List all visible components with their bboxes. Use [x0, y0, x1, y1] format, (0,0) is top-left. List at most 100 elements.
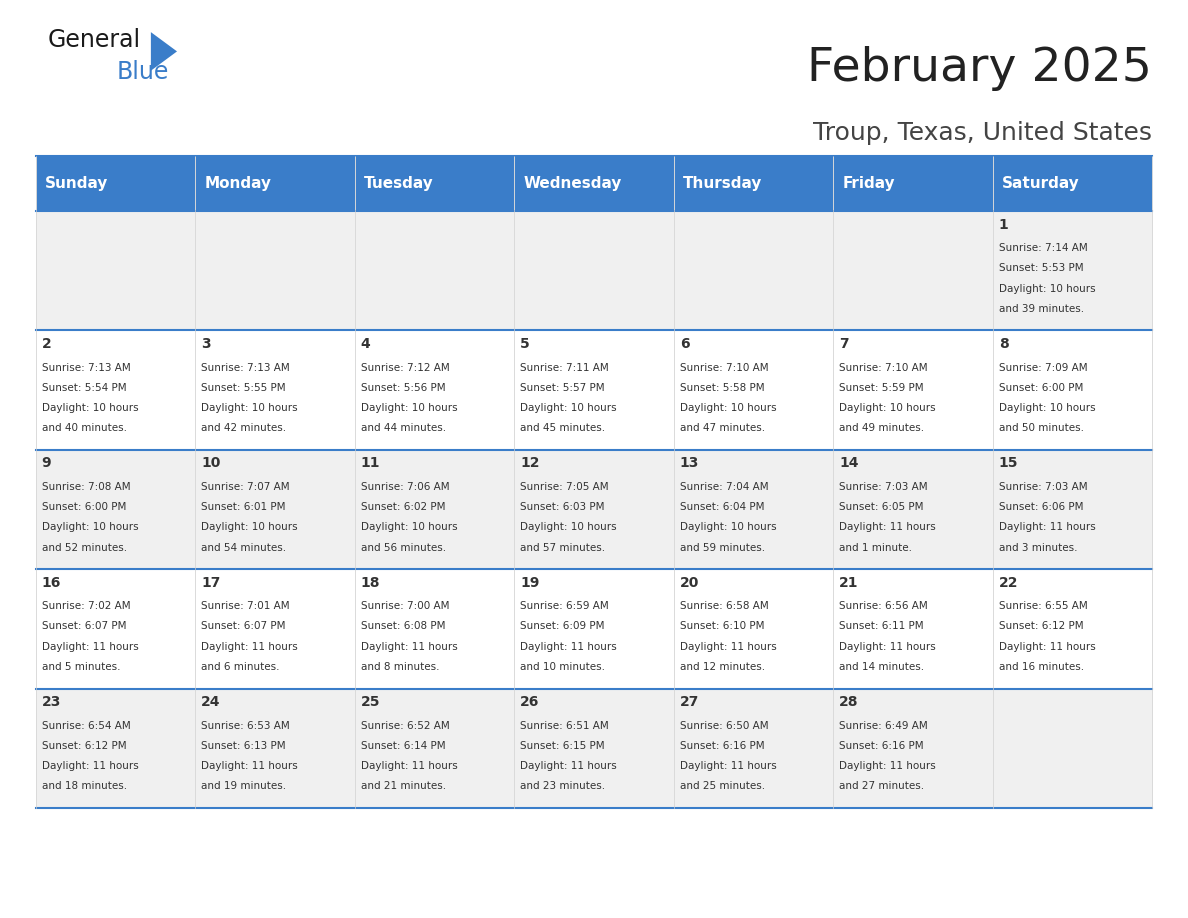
Text: Daylight: 11 hours: Daylight: 11 hours: [680, 642, 777, 652]
Text: Daylight: 10 hours: Daylight: 10 hours: [999, 284, 1095, 294]
Text: and 57 minutes.: and 57 minutes.: [520, 543, 606, 553]
Text: Sunrise: 7:03 AM: Sunrise: 7:03 AM: [839, 482, 928, 492]
Polygon shape: [151, 32, 177, 71]
Text: Sunset: 6:16 PM: Sunset: 6:16 PM: [839, 741, 924, 751]
Text: Daylight: 10 hours: Daylight: 10 hours: [520, 522, 617, 532]
Text: Sunset: 5:59 PM: Sunset: 5:59 PM: [839, 383, 924, 393]
FancyBboxPatch shape: [355, 211, 514, 330]
Text: 11: 11: [361, 456, 380, 470]
Text: Daylight: 10 hours: Daylight: 10 hours: [361, 403, 457, 413]
Text: Daylight: 11 hours: Daylight: 11 hours: [361, 642, 457, 652]
FancyBboxPatch shape: [195, 688, 355, 808]
Text: Sunset: 6:05 PM: Sunset: 6:05 PM: [839, 502, 924, 512]
FancyBboxPatch shape: [36, 330, 195, 450]
Text: Wednesday: Wednesday: [524, 176, 623, 191]
Text: and 18 minutes.: and 18 minutes.: [42, 781, 127, 791]
Text: Sunset: 6:02 PM: Sunset: 6:02 PM: [361, 502, 446, 512]
Text: 18: 18: [361, 576, 380, 589]
Text: 9: 9: [42, 456, 51, 470]
Text: Sunset: 6:06 PM: Sunset: 6:06 PM: [999, 502, 1083, 512]
FancyBboxPatch shape: [993, 156, 1152, 211]
Text: Daylight: 11 hours: Daylight: 11 hours: [520, 761, 617, 771]
Text: 21: 21: [839, 576, 859, 589]
Text: Daylight: 11 hours: Daylight: 11 hours: [361, 761, 457, 771]
FancyBboxPatch shape: [833, 156, 993, 211]
FancyBboxPatch shape: [514, 450, 674, 569]
Text: Sunday: Sunday: [45, 176, 108, 191]
Text: Sunset: 5:55 PM: Sunset: 5:55 PM: [201, 383, 286, 393]
FancyBboxPatch shape: [833, 688, 993, 808]
Text: Sunrise: 7:07 AM: Sunrise: 7:07 AM: [201, 482, 290, 492]
Text: Sunset: 6:13 PM: Sunset: 6:13 PM: [201, 741, 286, 751]
Text: 6: 6: [680, 337, 689, 351]
Text: and 45 minutes.: and 45 minutes.: [520, 423, 606, 433]
Text: 3: 3: [201, 337, 210, 351]
Text: and 47 minutes.: and 47 minutes.: [680, 423, 765, 433]
Text: Sunrise: 7:08 AM: Sunrise: 7:08 AM: [42, 482, 131, 492]
Text: 1: 1: [999, 218, 1009, 231]
Text: 25: 25: [361, 695, 380, 709]
Text: 5: 5: [520, 337, 530, 351]
FancyBboxPatch shape: [36, 569, 195, 688]
Text: Sunset: 6:04 PM: Sunset: 6:04 PM: [680, 502, 764, 512]
Text: Sunrise: 7:05 AM: Sunrise: 7:05 AM: [520, 482, 608, 492]
Text: Sunrise: 6:54 AM: Sunrise: 6:54 AM: [42, 721, 131, 731]
Text: Daylight: 10 hours: Daylight: 10 hours: [201, 403, 298, 413]
FancyBboxPatch shape: [993, 569, 1152, 688]
Text: Sunset: 6:08 PM: Sunset: 6:08 PM: [361, 621, 446, 632]
Text: and 39 minutes.: and 39 minutes.: [999, 304, 1083, 314]
Text: Sunrise: 6:49 AM: Sunrise: 6:49 AM: [839, 721, 928, 731]
Text: Monday: Monday: [204, 176, 272, 191]
FancyBboxPatch shape: [674, 211, 833, 330]
Text: and 59 minutes.: and 59 minutes.: [680, 543, 765, 553]
Text: Sunrise: 7:12 AM: Sunrise: 7:12 AM: [361, 363, 449, 373]
Text: Sunrise: 7:01 AM: Sunrise: 7:01 AM: [201, 601, 290, 611]
Text: and 50 minutes.: and 50 minutes.: [999, 423, 1083, 433]
FancyBboxPatch shape: [36, 450, 195, 569]
Text: Sunrise: 7:02 AM: Sunrise: 7:02 AM: [42, 601, 131, 611]
Text: Sunset: 5:53 PM: Sunset: 5:53 PM: [999, 263, 1083, 274]
Text: 19: 19: [520, 576, 539, 589]
Text: Sunset: 6:00 PM: Sunset: 6:00 PM: [999, 383, 1083, 393]
Text: Sunrise: 6:56 AM: Sunrise: 6:56 AM: [839, 601, 928, 611]
Text: Sunrise: 6:50 AM: Sunrise: 6:50 AM: [680, 721, 769, 731]
FancyBboxPatch shape: [195, 330, 355, 450]
Text: Daylight: 11 hours: Daylight: 11 hours: [999, 522, 1095, 532]
Text: Sunset: 5:57 PM: Sunset: 5:57 PM: [520, 383, 605, 393]
Text: Sunrise: 6:52 AM: Sunrise: 6:52 AM: [361, 721, 449, 731]
Text: Sunrise: 7:13 AM: Sunrise: 7:13 AM: [201, 363, 290, 373]
FancyBboxPatch shape: [833, 330, 993, 450]
FancyBboxPatch shape: [674, 156, 833, 211]
FancyBboxPatch shape: [195, 569, 355, 688]
Text: Daylight: 11 hours: Daylight: 11 hours: [42, 761, 138, 771]
Text: Sunset: 6:00 PM: Sunset: 6:00 PM: [42, 502, 126, 512]
FancyBboxPatch shape: [993, 330, 1152, 450]
Text: 15: 15: [999, 456, 1018, 470]
FancyBboxPatch shape: [195, 450, 355, 569]
Text: Sunset: 6:11 PM: Sunset: 6:11 PM: [839, 621, 924, 632]
Text: 12: 12: [520, 456, 539, 470]
Text: Sunset: 6:12 PM: Sunset: 6:12 PM: [42, 741, 126, 751]
Text: Sunset: 6:15 PM: Sunset: 6:15 PM: [520, 741, 605, 751]
FancyBboxPatch shape: [514, 330, 674, 450]
Text: Sunrise: 7:06 AM: Sunrise: 7:06 AM: [361, 482, 449, 492]
Text: Sunset: 6:14 PM: Sunset: 6:14 PM: [361, 741, 446, 751]
Text: Sunrise: 6:59 AM: Sunrise: 6:59 AM: [520, 601, 609, 611]
Text: Tuesday: Tuesday: [365, 176, 434, 191]
Text: Sunrise: 6:53 AM: Sunrise: 6:53 AM: [201, 721, 290, 731]
Text: and 52 minutes.: and 52 minutes.: [42, 543, 127, 553]
Text: Daylight: 10 hours: Daylight: 10 hours: [520, 403, 617, 413]
Text: Daylight: 11 hours: Daylight: 11 hours: [520, 642, 617, 652]
Text: Daylight: 11 hours: Daylight: 11 hours: [839, 642, 936, 652]
Text: and 21 minutes.: and 21 minutes.: [361, 781, 446, 791]
Text: and 54 minutes.: and 54 minutes.: [201, 543, 286, 553]
Text: Sunset: 6:07 PM: Sunset: 6:07 PM: [42, 621, 126, 632]
Text: 10: 10: [201, 456, 221, 470]
Text: 13: 13: [680, 456, 699, 470]
Text: Daylight: 10 hours: Daylight: 10 hours: [680, 403, 776, 413]
Text: and 56 minutes.: and 56 minutes.: [361, 543, 446, 553]
Text: Daylight: 11 hours: Daylight: 11 hours: [42, 642, 138, 652]
FancyBboxPatch shape: [195, 211, 355, 330]
Text: Saturday: Saturday: [1003, 176, 1080, 191]
FancyBboxPatch shape: [514, 569, 674, 688]
